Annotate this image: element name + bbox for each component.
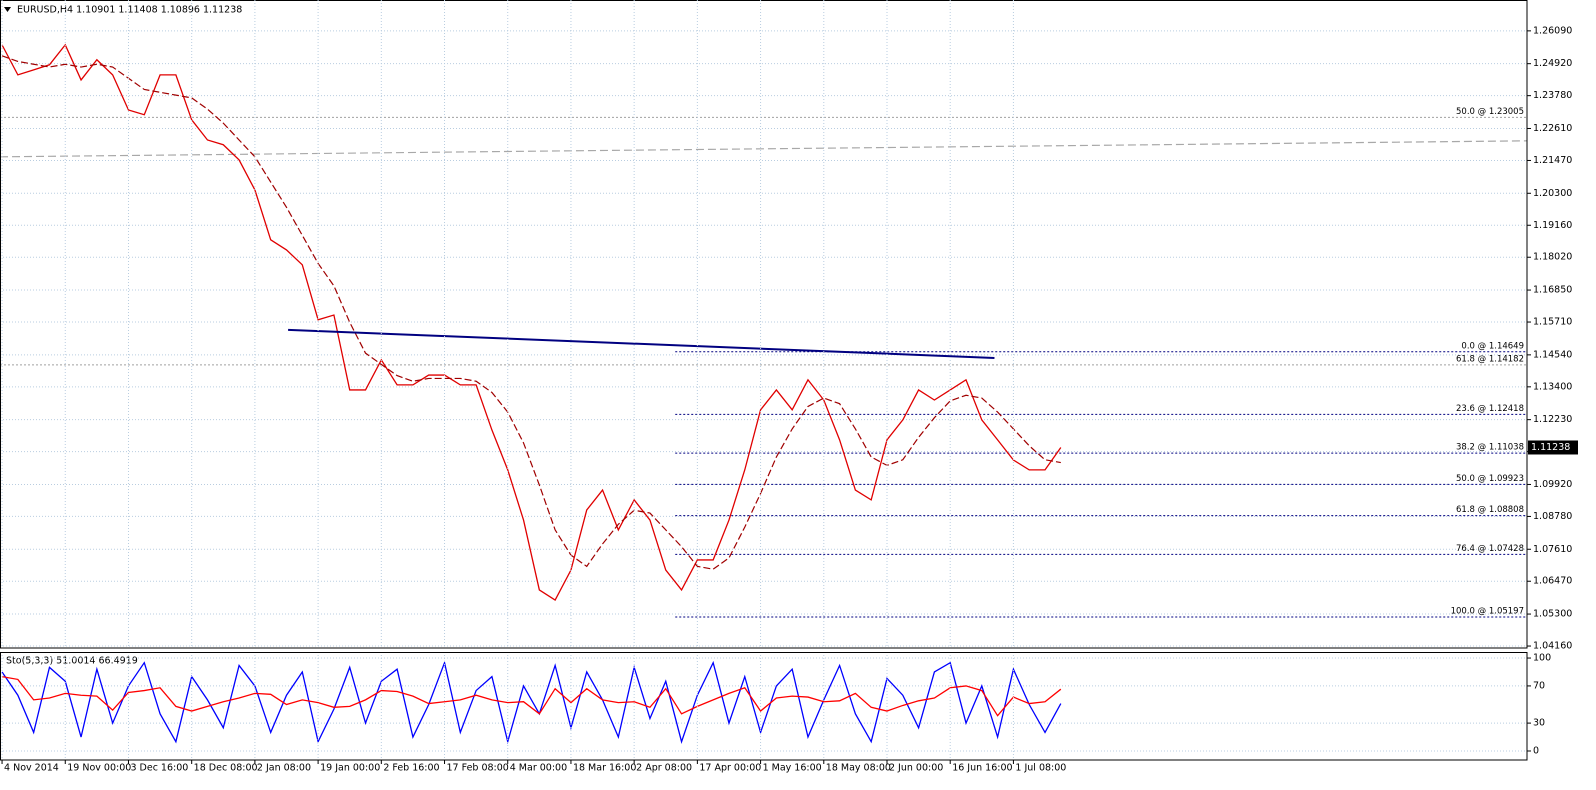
panel-frame <box>0 652 1528 761</box>
y-tick-label: 1.04160 <box>1533 641 1572 652</box>
x-tick-label: 19 Nov 00:00 <box>67 763 131 774</box>
x-tick-label: 2 Jun 00:00 <box>889 763 943 774</box>
price-box <box>1528 440 1578 455</box>
x-tick-label: 18 Mar 16:00 <box>573 763 636 774</box>
y-tick-label: 1.06470 <box>1533 576 1572 587</box>
plot-area <box>0 657 1527 752</box>
plot-area <box>0 30 1527 647</box>
y-tick-label: 1.26090 <box>1533 25 1572 36</box>
x-tick-label: 3 Dec 16:00 <box>130 763 188 774</box>
fibo-label: 61.8 @ 1.08808 <box>1456 505 1524 515</box>
y-tick-label: 1.23780 <box>1533 90 1572 101</box>
fibo-label: 38.2 @ 1.11038 <box>1456 443 1524 453</box>
fibo-label: 50.0 @ 1.09923 <box>1456 474 1524 484</box>
x-tick-label: 16 Jun 16:00 <box>952 763 1012 774</box>
series-line <box>1 660 1062 745</box>
y-tick-label: 1.19160 <box>1533 220 1572 231</box>
x-tick-label: 1 Jul 08:00 <box>1015 763 1066 774</box>
x-tick-label: 2 Feb 16:00 <box>383 763 439 774</box>
current-price: 1.11238 <box>1531 442 1570 453</box>
y-tick-label: 1.08780 <box>1533 511 1572 522</box>
x-tick-label: 17 Apr 00:00 <box>699 763 761 774</box>
y-tick-label: 1.14540 <box>1533 349 1572 360</box>
x-tick-label: 18 Dec 08:00 <box>194 763 258 774</box>
long-average <box>0 140 1527 158</box>
y-tick-label: 1.21470 <box>1533 155 1572 166</box>
x-tick-label: 4 Mar 00:00 <box>510 763 567 774</box>
chart-title: EURUSD,H4 1.10901 1.11408 1.10896 1.1123… <box>17 5 242 16</box>
menu-arrow[interactable] <box>4 7 11 12</box>
indicator-title: Sto(5,3,3) 51.0014 66.4919 <box>6 656 138 667</box>
y-tick-label: 1.05300 <box>1533 609 1572 620</box>
series-line <box>1 43 1062 601</box>
x-tick-label: 4 Nov 2014 <box>4 763 59 774</box>
y-tick-label: 1.07610 <box>1533 544 1572 555</box>
y-tick-label: 1.18020 <box>1533 252 1572 263</box>
trendline <box>288 328 995 359</box>
fibo-label: 0.0 @ 1.14649 <box>1461 341 1524 351</box>
panel-frame <box>0 0 1528 649</box>
y-tick-label: 1.12230 <box>1533 414 1572 425</box>
y-tick-label: 1.13400 <box>1533 381 1572 392</box>
y-tick-label: 1.20300 <box>1533 188 1572 199</box>
x-tick-label: 1 May 16:00 <box>763 763 822 774</box>
x-tick-label: 19 Jan 00:00 <box>320 763 380 774</box>
fibo-label: 100.0 @ 1.05197 <box>1451 606 1524 616</box>
fibo-label: 76.4 @ 1.07428 <box>1456 544 1524 554</box>
x-tick-label: 17 Feb 08:00 <box>447 763 509 774</box>
fibo-label: 50.0 @ 1.23005 <box>1456 107 1524 117</box>
y-tick-label: 1.15710 <box>1533 317 1572 328</box>
y-tick-label: 1.22610 <box>1533 123 1572 134</box>
y-tick-label: 100 <box>1533 653 1551 664</box>
y-tick-label: 70 <box>1533 680 1545 691</box>
fibo-label: 23.6 @ 1.12418 <box>1456 404 1524 414</box>
x-tick-label: 2 Apr 08:00 <box>636 763 692 774</box>
x-tick-label: 18 May 08:00 <box>826 763 891 774</box>
y-tick-label: 1.09920 <box>1533 479 1572 490</box>
x-tick-label: 2 Jan 08:00 <box>257 763 311 774</box>
fibo-label: 61.8 @ 1.14182 <box>1456 354 1524 364</box>
y-tick-label: 1.24920 <box>1533 58 1572 69</box>
series-line <box>1 675 1062 717</box>
y-tick-label: 0 <box>1533 745 1539 756</box>
y-tick-label: 1.16850 <box>1533 285 1572 296</box>
y-tick-label: 30 <box>1533 718 1545 729</box>
series-line <box>1 55 1061 570</box>
